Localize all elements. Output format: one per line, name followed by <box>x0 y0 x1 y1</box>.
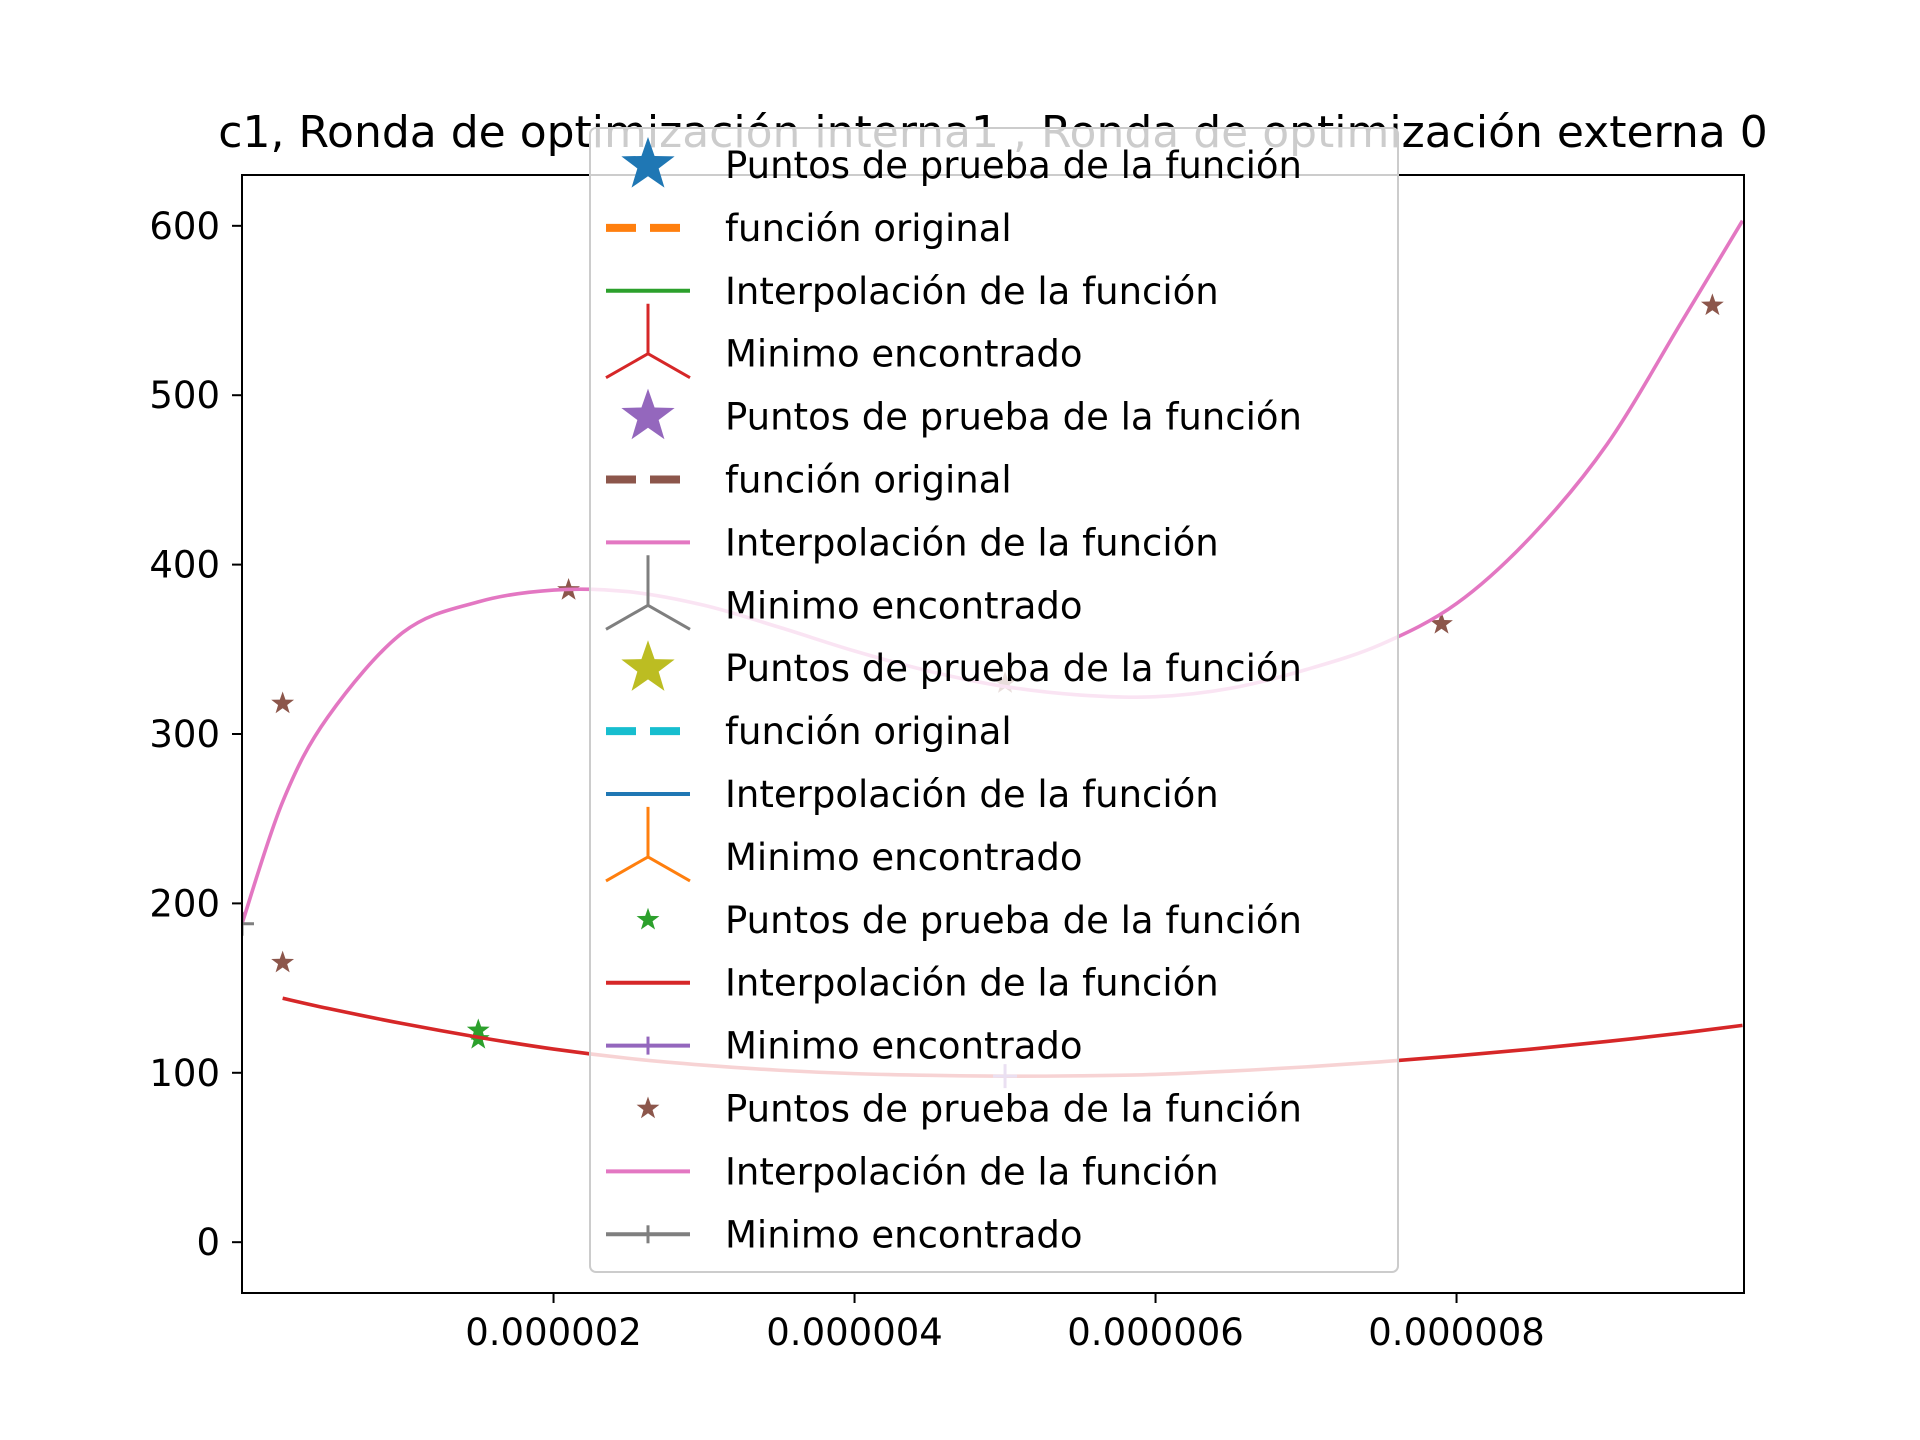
legend-star-marker <box>636 1096 660 1119</box>
y-tick-label: 600 <box>149 205 220 248</box>
legend-item: función original <box>606 207 1012 250</box>
legend-item: Minimo encontrado <box>605 555 1083 631</box>
y-tick-label: 400 <box>149 544 220 587</box>
legend-tri-marker <box>605 303 691 380</box>
legend-label: Minimo encontrado <box>725 1025 1083 1068</box>
legend-item: Interpolación de la función <box>606 1150 1219 1193</box>
legend-star-marker <box>636 907 660 930</box>
legend-label: Minimo encontrado <box>725 584 1083 627</box>
legend-star-marker <box>621 388 675 440</box>
legend-item: Minimo encontrado <box>605 303 1083 380</box>
data-point <box>271 691 295 714</box>
legend-label: Puntos de prueba de la función <box>725 899 1302 942</box>
data-point <box>1700 293 1724 316</box>
legend-label: Interpolación de la función <box>725 270 1219 313</box>
legend-item: Interpolación de la función <box>606 521 1219 564</box>
legend-label: Interpolación de la función <box>725 962 1219 1005</box>
legend-label: función original <box>725 710 1012 753</box>
legend-item: Interpolación de la función <box>606 962 1219 1005</box>
legend-label: Interpolación de la función <box>725 1150 1219 1193</box>
legend-label: función original <box>725 207 1012 250</box>
legend-item: Puntos de prueba de la función <box>636 899 1302 942</box>
legend-item: Minimo encontrado <box>605 806 1083 883</box>
y-tick-label: 0 <box>196 1221 220 1264</box>
minimum-marker <box>242 911 254 936</box>
y-tick-label: 500 <box>149 374 220 417</box>
legend-label: Minimo encontrado <box>725 1213 1083 1256</box>
legend-star-marker <box>621 640 675 691</box>
legend-item: Puntos de prueba de la función <box>621 388 1302 440</box>
legend-item: función original <box>606 710 1012 753</box>
legend-item: Interpolación de la función <box>606 773 1219 816</box>
y-axis: 0 100 200 300 400 500 600 <box>149 205 242 1264</box>
x-tick-label: 0.000004 <box>766 1311 943 1354</box>
legend-item: Puntos de prueba de la función <box>636 1088 1302 1131</box>
legend-item: Interpolación de la función <box>606 270 1219 313</box>
legend: Puntos de prueba de la función función or… <box>589 127 1399 1273</box>
x-tick-label: 0.000002 <box>465 1311 642 1354</box>
legend-label: Puntos de prueba de la función <box>725 647 1302 690</box>
y-tick-label: 100 <box>149 1052 220 1095</box>
legend-tri-marker <box>605 555 691 631</box>
legend-item: Minimo encontrado <box>606 1025 1083 1068</box>
legend-item: función original <box>606 459 1012 502</box>
data-point <box>271 950 295 973</box>
legend-label: Interpolación de la función <box>725 773 1219 816</box>
legend-label: Minimo encontrado <box>725 836 1083 879</box>
legend-label: Puntos de prueba de la función <box>725 144 1302 187</box>
legend-item: Minimo encontrado <box>606 1213 1083 1256</box>
legend-label: Puntos de prueba de la función <box>725 1088 1302 1131</box>
legend-star-marker <box>621 137 675 188</box>
x-tick-label: 0.000006 <box>1067 1311 1244 1354</box>
y-tick-label: 300 <box>149 713 220 756</box>
legend-label: función original <box>725 459 1012 502</box>
legend-box <box>589 127 1399 1273</box>
legend-item: Puntos de prueba de la función <box>621 137 1302 188</box>
legend-label: Puntos de prueba de la función <box>725 396 1302 439</box>
y-tick-label: 200 <box>149 882 220 925</box>
x-axis: 0.000002 0.000004 0.000006 0.000008 <box>465 1293 1545 1354</box>
x-tick-label: 0.000008 <box>1368 1311 1545 1354</box>
legend-item: Puntos de prueba de la función <box>621 640 1302 691</box>
data-point <box>1430 611 1453 634</box>
legend-label: Minimo encontrado <box>725 333 1083 376</box>
legend-label: Interpolación de la función <box>725 521 1219 564</box>
legend-tri-marker <box>605 806 691 883</box>
